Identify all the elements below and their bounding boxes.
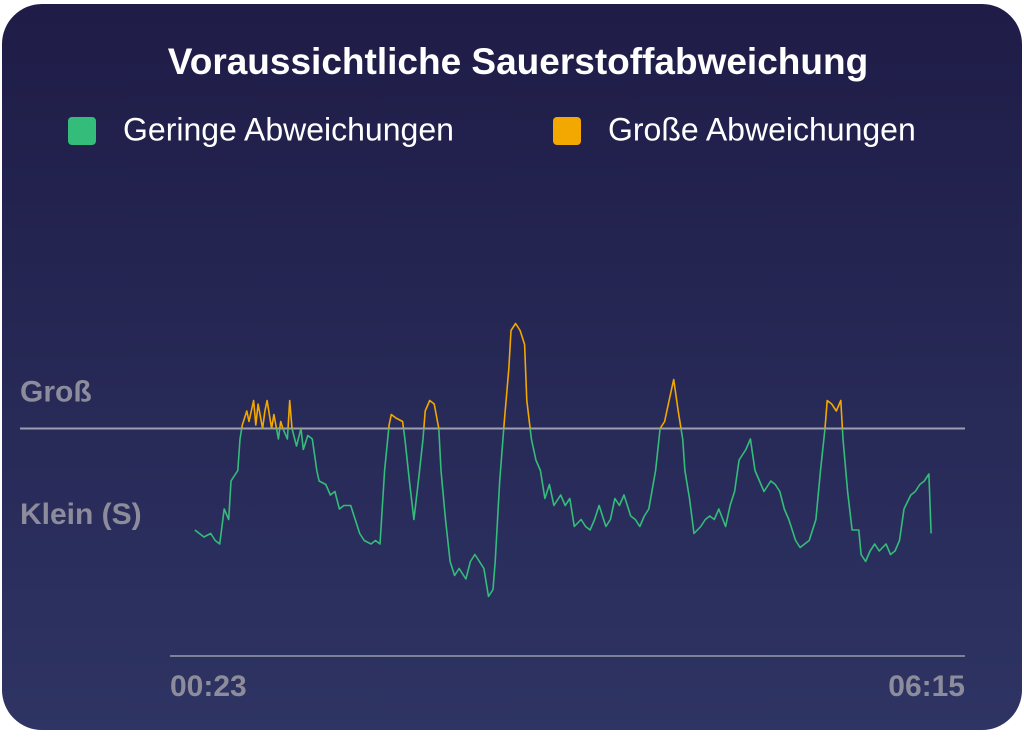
y-tick-label: Klein (S) <box>20 498 142 531</box>
x-tick-label: 06:15 <box>888 670 965 703</box>
legend-label: Große Abweichungen <box>608 111 916 147</box>
y-tick-label: Groß <box>20 375 92 408</box>
card <box>2 4 1022 730</box>
legend-label: Geringe Abweichungen <box>123 111 454 147</box>
chart-title: Voraussichtliche Sauerstoffabweichung <box>168 41 868 82</box>
legend-swatch <box>68 117 96 145</box>
legend-swatch <box>553 117 581 145</box>
x-tick-label: 00:23 <box>170 670 247 703</box>
line-series <box>194 428 932 598</box>
